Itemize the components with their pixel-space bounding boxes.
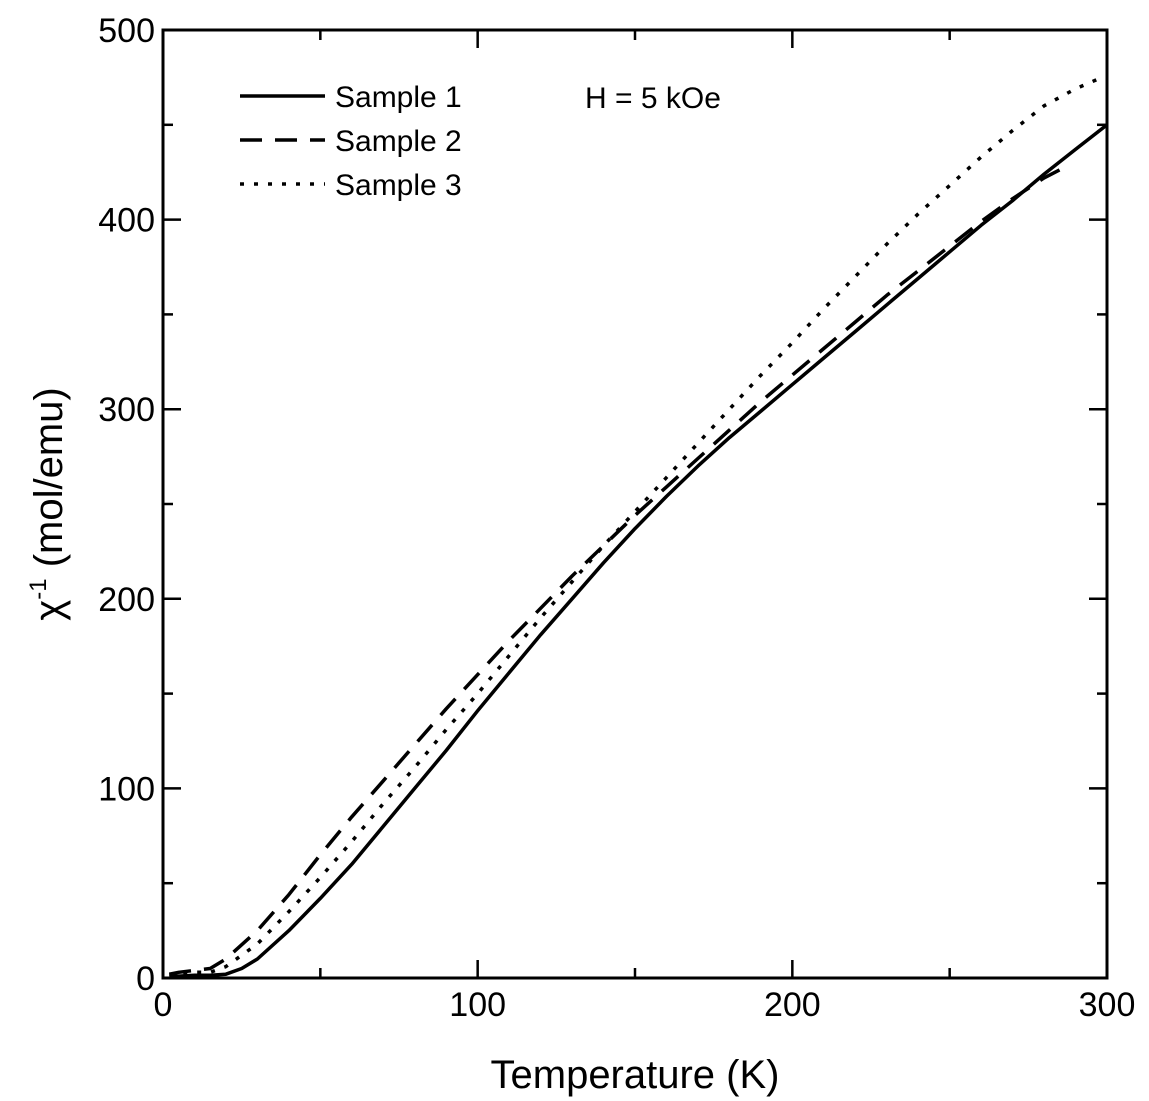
series-line-sample-3 (169, 77, 1099, 976)
y-axis-title: χ-1 (mol/emu) (25, 387, 71, 620)
y-axis-title-unit: (mol/emu) (27, 387, 71, 578)
y-tick-label: 500 (98, 12, 155, 50)
x-tick-label: 200 (764, 986, 821, 1024)
y-tick-label: 400 (98, 202, 155, 240)
x-tick-label: 300 (1079, 986, 1136, 1024)
x-axis-title: Temperature (K) (491, 1053, 780, 1097)
axis-ticks (161, 28, 1109, 980)
y-tick-label: 100 (98, 770, 155, 808)
y-axis-title-group: χ-1 (mol/emu) (25, 387, 71, 620)
y-axis-title-sup: -1 (25, 578, 52, 599)
legend-label-sample-2: Sample 2 (335, 125, 462, 158)
series-line-sample-1 (169, 123, 1109, 978)
tick-labels: 0 100 200 300 0 100 200 300 400 500 (98, 12, 1135, 1024)
field-annotation: H = 5 kOe (585, 82, 721, 115)
legend: Sample 1 Sample 2 Sample 3 (240, 81, 462, 202)
y-tick-label: 200 (98, 581, 155, 619)
series-layer (168, 77, 1109, 978)
x-tick-label: 100 (449, 986, 506, 1024)
legend-label-sample-1: Sample 1 (335, 81, 462, 114)
y-tick-label: 0 (136, 960, 155, 998)
plot-frame (161, 28, 1109, 980)
y-tick-label: 300 (98, 391, 155, 429)
legend-label-sample-3: Sample 3 (335, 169, 462, 202)
series-line-sample-2 (168, 164, 1067, 976)
y-axis-title-symbol: χ (27, 600, 71, 621)
x-tick-label: 0 (154, 986, 173, 1024)
